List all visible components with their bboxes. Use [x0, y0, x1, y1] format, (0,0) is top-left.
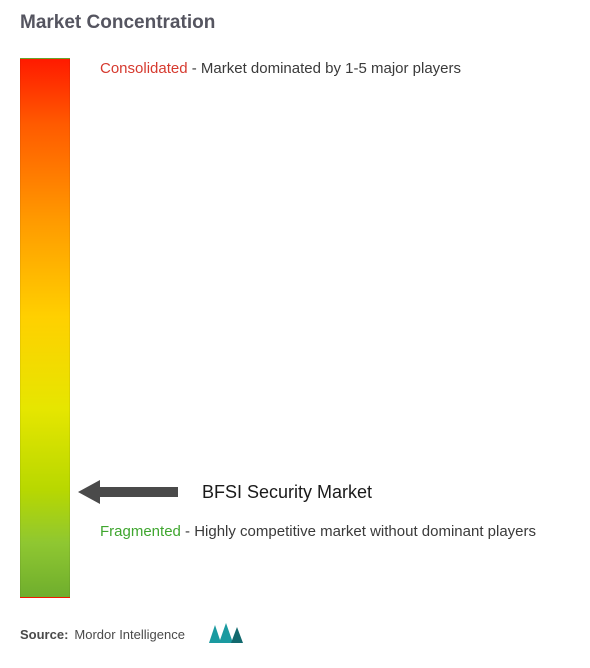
source-name: Mordor Intelligence: [74, 627, 185, 642]
market-position-marker: BFSI Security Market: [78, 478, 372, 506]
concentration-gradient-bar: [20, 58, 70, 598]
arrow-left-icon: [78, 478, 188, 506]
consolidated-label: Consolidated - Market dominated by 1-5 m…: [100, 58, 570, 79]
source-label: Source:: [20, 627, 68, 642]
infographic-container: Market Concentration Consolidated - Mark…: [0, 0, 590, 668]
page-title: Market Concentration: [20, 12, 215, 34]
consolidated-description: - Market dominated by 1-5 major players: [192, 60, 461, 77]
fragmented-keyword: Fragmented: [100, 523, 181, 540]
consolidated-keyword: Consolidated: [100, 60, 188, 77]
mordor-logo-icon: [209, 623, 243, 646]
market-name-label: BFSI Security Market: [202, 482, 372, 503]
fragmented-description: - Highly competitive market without domi…: [185, 523, 536, 540]
fragmented-label: Fragmented - Highly competitive market w…: [100, 520, 570, 543]
source-attribution: Source: Mordor Intelligence: [20, 623, 243, 646]
